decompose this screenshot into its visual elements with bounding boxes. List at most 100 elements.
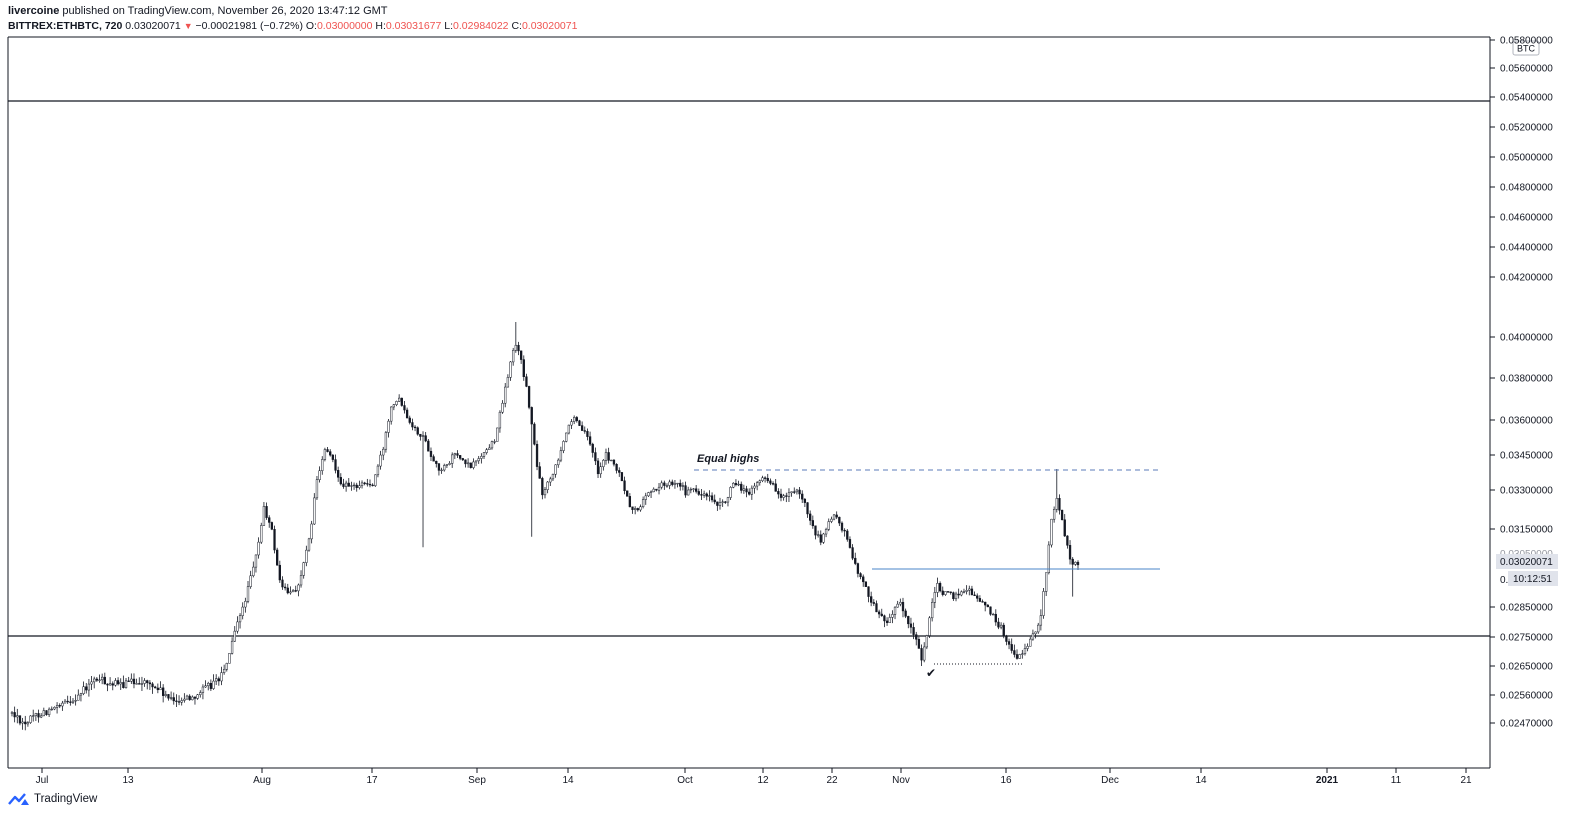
time-tick-label: 11	[1391, 775, 1402, 786]
candle-body	[90, 681, 93, 685]
publisher-name[interactable]: livercoine	[8, 5, 60, 17]
candle-body	[687, 489, 690, 496]
last-price: 0.03020071	[125, 20, 181, 32]
candle-body	[1029, 638, 1032, 647]
candle-body	[1007, 641, 1011, 645]
candle-body	[721, 501, 724, 503]
candle-body	[700, 494, 703, 496]
candle-body	[472, 461, 475, 468]
candle-body	[588, 436, 592, 445]
price-axis[interactable]: BTC 0.030500000.058000000.056000000.0540…	[1490, 36, 1558, 730]
candle-body	[541, 478, 544, 496]
candle-body	[74, 700, 77, 702]
candle-body	[832, 514, 836, 520]
candle-body	[798, 489, 801, 495]
candle-body	[997, 621, 1000, 628]
candle-body	[53, 707, 56, 710]
candle-body	[623, 480, 626, 492]
candle-body	[859, 573, 862, 578]
candle-body	[114, 680, 117, 686]
candle-body	[732, 483, 735, 488]
countdown-label: 10:12:51	[1513, 574, 1552, 585]
candle-body	[753, 485, 756, 489]
candle-body	[1002, 624, 1005, 637]
candle-body	[649, 491, 653, 493]
tradingview-brand[interactable]: TradingView	[34, 793, 98, 805]
time-tick-label: 12	[757, 775, 769, 786]
candle-body	[225, 663, 228, 670]
candle-body	[437, 463, 441, 471]
candle-body	[1047, 544, 1050, 573]
candle-body	[517, 344, 520, 352]
time-tick-label: Nov	[892, 775, 910, 786]
price-tick-label: 0.03300000	[1500, 486, 1553, 497]
candle-body	[612, 459, 616, 465]
candle-body	[991, 613, 995, 616]
candle-body	[395, 401, 398, 405]
candle-body	[793, 491, 796, 493]
candle-body	[893, 606, 897, 615]
time-axis[interactable]: Jul 13 Aug 17 Sep 14 Oct 12 22 Nov 16 Dec 14 2021 11 21	[36, 768, 1472, 786]
candle-body	[965, 590, 968, 592]
candle-body	[416, 427, 419, 435]
candle-body	[50, 708, 53, 711]
candle-body	[758, 480, 761, 483]
candle-body	[490, 441, 494, 449]
candle-body	[154, 686, 157, 689]
low-label: L:	[444, 20, 454, 32]
candle-body	[604, 452, 608, 461]
candle-body	[474, 460, 478, 463]
price-tick-label: 0.02470000	[1500, 719, 1553, 730]
candle-body	[610, 459, 613, 462]
candle-body	[543, 489, 547, 496]
candle-body	[323, 449, 327, 460]
publish-line: livercoine published on TradingView.com,…	[8, 4, 388, 18]
candle-body	[838, 516, 841, 524]
candle-body	[98, 679, 101, 681]
candle-body	[644, 495, 647, 500]
candle-body	[811, 520, 814, 527]
candle-body	[228, 653, 231, 664]
candle-body	[634, 508, 637, 510]
candle-body	[573, 417, 576, 422]
candle-body	[461, 458, 464, 461]
time-tick-label: 17	[366, 775, 378, 786]
candle-body	[1018, 654, 1021, 659]
candle-body	[862, 576, 865, 583]
down-triangle-icon: ▼	[183, 21, 193, 31]
candle-body	[185, 695, 189, 700]
checkmark-icon: ✔	[926, 666, 936, 680]
candle-body	[13, 712, 16, 718]
price-tick-label: 0.04400000	[1500, 243, 1553, 254]
candle-body	[79, 693, 83, 696]
candle-body	[724, 501, 727, 503]
close-label: C:	[511, 20, 522, 32]
candle-body	[419, 433, 422, 437]
candle-body	[695, 488, 698, 492]
candle-body	[748, 491, 751, 495]
candle-body	[451, 454, 454, 464]
candle-body	[692, 488, 695, 490]
candle-body	[18, 715, 22, 724]
candle-body	[607, 452, 610, 461]
candlestick-series[interactable]	[10, 322, 1080, 731]
price-tick-label: 0.02560000	[1500, 691, 1553, 702]
candle-body	[315, 479, 319, 499]
candle-body	[737, 483, 740, 486]
candle-body	[504, 386, 507, 404]
candle-body	[636, 508, 639, 511]
time-tick-label: Aug	[253, 775, 271, 786]
candle-body	[392, 404, 396, 408]
price-tick-label: 0.05800000	[1500, 36, 1553, 47]
currency-label: BTC	[1517, 44, 1536, 54]
candle-body	[1023, 648, 1027, 655]
candle-body	[390, 406, 393, 422]
symbol-label[interactable]: BITTREX:ETHBTC, 720	[8, 20, 123, 32]
candle-body	[671, 481, 674, 485]
candle-body	[252, 566, 255, 577]
candle-body	[559, 450, 563, 461]
candle-body	[432, 456, 435, 462]
candle-body	[936, 583, 939, 593]
candle-body	[262, 506, 266, 526]
